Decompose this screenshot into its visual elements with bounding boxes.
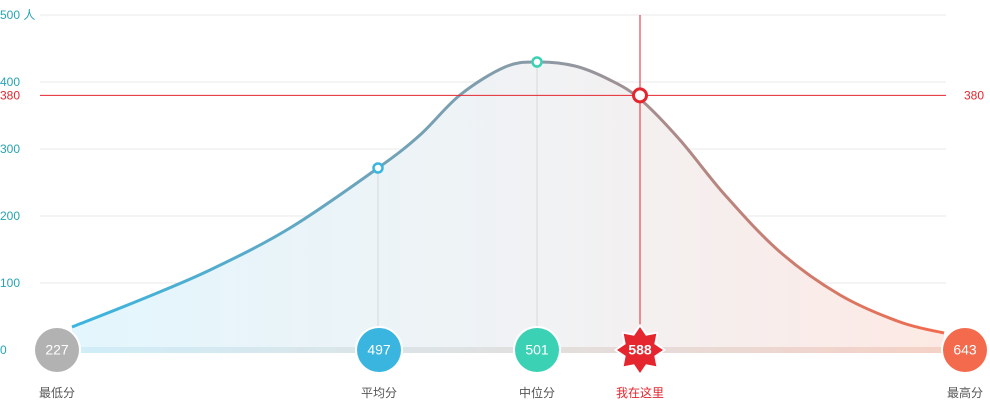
baseline-bar [57,347,965,353]
score-marker: 643 最高分 [941,326,989,400]
my-score-badge [617,327,663,373]
score-marker-value: 227 [45,342,69,358]
average-point [372,162,384,174]
y-tick-label: 400 [0,75,20,89]
distribution-line [71,60,945,335]
score-marker: 588 我在这里 [614,324,666,400]
highlight-left-label: 380 [0,88,20,102]
y-tick-label: 500 人 [0,8,35,22]
y-tick-label: 300 [0,142,20,156]
score-marker-circle [943,328,987,372]
score-marker-value: 497 [367,342,391,358]
score-marker-label: 最低分 [39,386,75,400]
line-layer [71,56,945,335]
y-tick-label: 0 [0,343,7,357]
score-marker-circle [35,328,79,372]
highlight-point [632,87,648,104]
score-marker: 501 中位分 [513,326,561,400]
score-marker-label: 平均分 [361,386,397,400]
score-marker-label: 最高分 [947,385,983,400]
y-tick-label: 200 [0,209,20,223]
score-marker-circle [515,328,559,372]
highlight-layer: 380 380 [0,15,984,336]
score-marker-value: 588 [628,342,652,358]
highlight-right-label: 380 [964,88,984,102]
score-marker-label: 我在这里 [616,385,664,400]
y-tick-label: 100 [0,276,20,290]
vline-layer [377,62,538,350]
score-marker-value: 643 [953,342,977,358]
score-marker: 227 最低分 [33,326,81,400]
area-layer [57,61,965,353]
score-marker-label: 中位分 [519,385,555,400]
distribution-area [72,61,944,350]
score-marker-circle [357,328,401,372]
marker-layer: 227 最低分 497 平均分 501 中位分 588 我在这里 643 最高分 [33,324,989,400]
median-point [531,56,543,68]
score-marker: 497 平均分 [355,326,403,400]
score-marker-value: 501 [525,342,549,358]
